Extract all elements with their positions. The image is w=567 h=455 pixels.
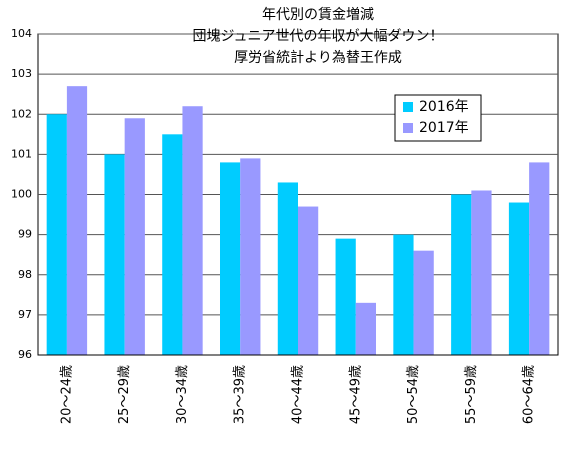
bar (529, 162, 550, 355)
y-tick-label: 97 (18, 308, 32, 321)
bar (355, 302, 376, 355)
x-tick-label: 35～39歳 (233, 365, 248, 424)
y-tick-label: 102 (11, 107, 32, 120)
x-tick-label: 30～34歳 (175, 365, 190, 424)
bar (393, 234, 414, 355)
bar (46, 114, 67, 355)
y-tick-label: 104 (11, 27, 32, 40)
y-tick-label: 103 (11, 67, 32, 80)
x-tick-label: 20～24歳 (59, 365, 74, 424)
bar (104, 154, 125, 355)
y-tick-label: 99 (18, 228, 32, 241)
legend-label: 2017年 (419, 120, 469, 136)
bar (508, 202, 530, 355)
legend-swatch (403, 102, 413, 112)
bar (277, 182, 298, 355)
bar (162, 134, 183, 355)
chart-title: 団塊ジュニア世代の年収が大幅ダウン！ (192, 29, 443, 45)
x-tick-label: 50～54歳 (406, 365, 421, 424)
bar (66, 86, 88, 355)
bar (220, 162, 241, 355)
chart-title: 年代別の賃金増減 (262, 6, 374, 23)
y-tick-label: 101 (11, 147, 32, 160)
y-tick-label: 96 (18, 348, 32, 361)
bar (124, 118, 145, 355)
bar (182, 106, 203, 355)
x-tick-label: 45～49歳 (348, 365, 363, 424)
bar (335, 238, 356, 355)
legend-swatch (403, 123, 413, 133)
x-tick-label: 55～59歳 (464, 365, 479, 424)
bar (298, 206, 319, 355)
y-tick-label: 98 (18, 268, 32, 281)
x-tick-label: 25～29歳 (117, 365, 132, 424)
x-tick-label: 40～44歳 (291, 365, 306, 424)
x-tick-label: 60～64歳 (522, 365, 537, 424)
bar (471, 190, 492, 355)
bar (240, 158, 261, 355)
bar (451, 194, 472, 355)
y-tick-label: 100 (11, 188, 32, 201)
chart-title: 厚労省統計より為替王作成 (234, 50, 402, 66)
legend-label: 2016年 (419, 99, 469, 115)
bar (413, 250, 434, 355)
